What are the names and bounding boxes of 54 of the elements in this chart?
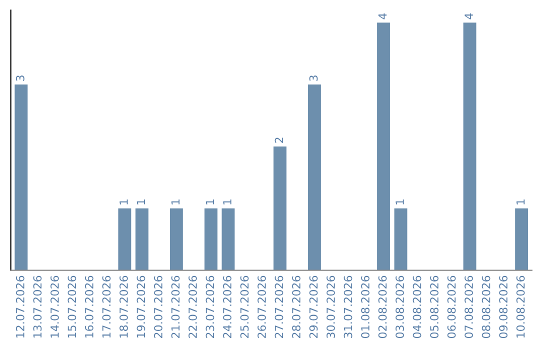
- data-label: 1: [136, 200, 146, 204]
- data-label: 1: [516, 200, 525, 204]
- x-tick-label: 12.07.2026: [16, 276, 24, 338]
- x-tick-label: 04.08.2026: [412, 276, 422, 338]
- x-tick-label: 13.07.2026: [33, 276, 42, 338]
- x-tick-label: 30.07.2026: [326, 276, 335, 338]
- x-tick-label: 10.08.2026: [516, 276, 525, 338]
- data-label: 1: [171, 200, 180, 204]
- data-label: 3: [309, 76, 318, 81]
- bar: [463, 22, 476, 270]
- bar: [222, 208, 235, 270]
- data-label: 1: [223, 200, 232, 204]
- x-tick-label: 27.07.2026: [274, 276, 284, 338]
- data-label: 2: [274, 138, 284, 143]
- bar: [135, 208, 148, 270]
- data-label: 4: [378, 13, 387, 20]
- data-label: 1: [120, 200, 128, 204]
- x-tick-label: 20.07.2026: [154, 276, 162, 338]
- x-tick-label: 21.07.2026: [171, 276, 180, 338]
- data-label: 1: [396, 200, 404, 204]
- x-tick-label: 05.08.2026: [430, 276, 438, 338]
- x-tick-label: 16.07.2026: [84, 276, 94, 338]
- data-label: 3: [16, 76, 24, 81]
- x-tick-label: 08.08.2026: [482, 276, 490, 338]
- x-tick-label: 06.08.2026: [447, 276, 456, 338]
- x-tick-label: 18.07.2026: [120, 276, 128, 338]
- data-label: 4: [464, 13, 473, 20]
- x-tick-label: 09.08.2026: [499, 276, 508, 338]
- bar: [118, 208, 132, 270]
- x-tick-label: 07.08.2026: [464, 276, 474, 338]
- x-tick-label: 31.07.2026: [344, 276, 352, 338]
- bar: [14, 84, 28, 270]
- x-tick-label: 19.07.2026: [136, 276, 146, 338]
- x-tick-label: 17.07.2026: [102, 276, 111, 338]
- x-tick-label: 22.07.2026: [188, 276, 197, 338]
- x-tick-label: 23.07.2026: [206, 276, 214, 338]
- x-tick-label: 01.08.2026: [361, 276, 370, 338]
- x-tick-label: 25.07.2026: [240, 276, 249, 338]
- data-label: 1: [206, 200, 214, 204]
- bar: [274, 146, 286, 270]
- bar: [170, 208, 183, 270]
- x-tick-label: 02.08.2026: [378, 276, 387, 338]
- bar: [204, 208, 218, 270]
- x-tick-label: 24.07.2026: [223, 276, 232, 338]
- bar: [308, 84, 321, 270]
- x-tick-label: 14.07.2026: [50, 276, 59, 338]
- x-tick-label: 03.08.2026: [396, 276, 404, 338]
- x-tick-label: 28.07.2026: [292, 276, 300, 338]
- x-tick-label: 15.07.2026: [68, 276, 76, 338]
- x-tick-label: 29.07.2026: [309, 276, 318, 338]
- bar: [515, 208, 528, 270]
- bar: [377, 22, 390, 270]
- bar: [394, 208, 408, 270]
- x-tick-label: 26.07.2026: [258, 276, 266, 338]
